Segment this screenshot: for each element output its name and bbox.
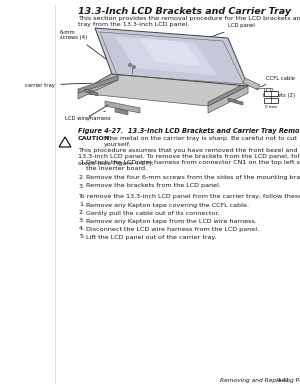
Text: To remove the 13.3-inch LCD panel from the carrier tray, follow these steps:: To remove the 13.3-inch LCD panel from t… (78, 194, 300, 199)
Polygon shape (59, 137, 71, 147)
Text: Removing and Replacing Parts: Removing and Replacing Parts (220, 378, 300, 383)
Text: 4-41: 4-41 (277, 378, 290, 383)
Text: Lift the LCD panel out of the carrier tray.: Lift the LCD panel out of the carrier tr… (86, 234, 216, 239)
Text: carrier tray: carrier tray (25, 83, 92, 88)
Polygon shape (140, 38, 202, 66)
Text: Gently pull the cable out of its connector.: Gently pull the cable out of its connect… (86, 211, 220, 215)
Polygon shape (208, 86, 248, 113)
Polygon shape (115, 36, 218, 76)
Text: LCD wire harness: LCD wire harness (65, 111, 111, 121)
Text: 1.: 1. (79, 160, 85, 165)
Polygon shape (228, 98, 236, 103)
Text: Remove the brackets from the LCD panel.: Remove the brackets from the LCD panel. (86, 184, 221, 189)
Text: Disconnect the LCD wire harness from the LCD panel.: Disconnect the LCD wire harness from the… (86, 227, 259, 232)
Bar (264, 91, 278, 96)
Text: 13.3-Inch LCD Brackets and Carrier Tray: 13.3-Inch LCD Brackets and Carrier Tray (78, 7, 291, 16)
Text: 2.: 2. (79, 175, 85, 180)
Text: 4.: 4. (79, 227, 85, 232)
Text: !: ! (63, 140, 67, 146)
Polygon shape (78, 70, 248, 106)
Text: CCFL cable: CCFL cable (260, 76, 295, 87)
Text: Remove the four 6-mm screws from the sides of the mounting brackets.: Remove the four 6-mm screws from the sid… (86, 175, 300, 180)
Text: 0 mm: 0 mm (265, 105, 277, 109)
Text: 2.: 2. (79, 211, 85, 215)
Polygon shape (208, 82, 248, 106)
Text: Remove any Kapton tape from the LCD wire harness.: Remove any Kapton tape from the LCD wire… (86, 218, 257, 223)
Polygon shape (115, 108, 128, 115)
Text: LCD
brackets (2): LCD brackets (2) (249, 86, 295, 99)
Text: This section provides the removal procedure for the LCD brackets and carrier
tra: This section provides the removal proced… (78, 16, 300, 28)
Polygon shape (78, 76, 118, 93)
Text: 6-mm
screws (4): 6-mm screws (4) (60, 29, 116, 66)
Circle shape (128, 64, 131, 66)
Text: Detach the LCD wire harness from connector CN1 on the top left side of
the inver: Detach the LCD wire harness from connect… (86, 160, 300, 171)
Text: 1.: 1. (79, 203, 85, 208)
Bar (264, 98, 278, 103)
Polygon shape (85, 89, 93, 94)
Circle shape (133, 66, 136, 69)
Polygon shape (243, 78, 260, 90)
Polygon shape (90, 91, 98, 96)
Text: Remove any Kapton tape covering the CCFL cable.: Remove any Kapton tape covering the CCFL… (86, 203, 249, 208)
Text: LCD panel: LCD panel (208, 24, 255, 38)
Text: 5.: 5. (79, 234, 85, 239)
Text: Figure 4-27.  13.3-Inch LCD Brackets and Carrier Tray Removal: Figure 4-27. 13.3-Inch LCD Brackets and … (78, 128, 300, 134)
Polygon shape (105, 101, 140, 113)
Polygon shape (95, 28, 248, 86)
Text: The metal on the carrier tray is sharp. Be careful not to cut
yourself.: The metal on the carrier tray is sharp. … (104, 136, 297, 147)
Text: 3.: 3. (79, 218, 85, 223)
Polygon shape (78, 70, 118, 99)
Text: This procedure assumes that you have removed the front bezel and the
13.3-inch L: This procedure assumes that you have rem… (78, 148, 300, 166)
Text: CAUTION:: CAUTION: (78, 136, 113, 141)
Text: 3.: 3. (79, 184, 85, 189)
Polygon shape (235, 100, 243, 105)
